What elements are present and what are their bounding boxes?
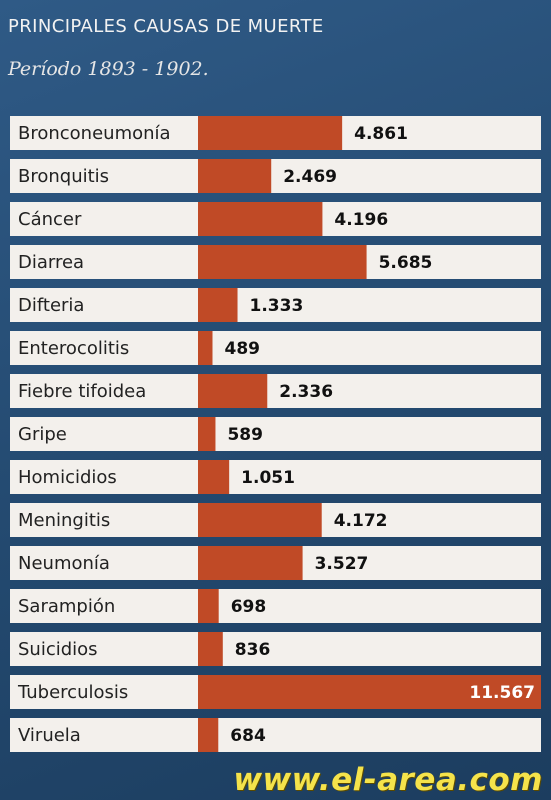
bar-chart: Bronconeumonía 4.861 Bronquitis 2.469 Cáncer… (10, 116, 541, 752)
category-label-bronconeumonia: Bronconeumonía (18, 123, 171, 144)
chart-title: PRINCIPALES CAUSAS DE MUERTE (8, 16, 324, 37)
row-background-sarampion (10, 589, 541, 623)
bar-diarrea (198, 245, 367, 279)
row-background-suicidios (10, 632, 541, 666)
value-label-bronquitis: 2.469 (283, 167, 337, 187)
bar-enterocolitis (198, 331, 213, 365)
row-background-bronquitis (10, 159, 541, 193)
category-label-viruela: Viruela (18, 725, 81, 746)
category-label-bronquitis: Bronquitis (18, 166, 109, 187)
value-label-bronconeumonia: 4.861 (354, 124, 408, 144)
bar-fiebre-tifoidea (198, 374, 268, 408)
row-background-fiebre-tifoidea (10, 374, 541, 408)
row-background-homicidios (10, 460, 541, 494)
value-label-neumonia: 3.527 (315, 554, 369, 574)
value-label-suicidios: 836 (235, 640, 270, 660)
category-label-diarrea: Diarrea (18, 252, 84, 273)
category-label-tuberculosis: Tuberculosis (17, 682, 128, 703)
category-label-difteria: Difteria (18, 295, 84, 316)
category-label-meningitis: Meningitis (18, 510, 110, 531)
bar-viruela (198, 718, 219, 752)
bar-sarampion (198, 589, 219, 623)
category-label-gripe: Gripe (18, 424, 67, 445)
value-label-sarampion: 698 (231, 597, 266, 617)
value-label-gripe: 589 (227, 425, 263, 445)
category-label-sarampion: Sarampión (18, 596, 115, 617)
bar-neumonia (198, 546, 303, 580)
value-label-diarrea: 5.685 (379, 253, 433, 273)
row-background-viruela (10, 718, 541, 752)
bar-cancer (198, 202, 323, 236)
category-label-cancer: Cáncer (18, 209, 82, 230)
bar-meningitis (198, 503, 322, 537)
value-label-meningitis: 4.172 (334, 511, 388, 531)
bar-difteria (198, 288, 238, 322)
row-background-difteria (10, 288, 541, 322)
row-background-gripe (10, 417, 541, 451)
value-label-viruela: 684 (230, 726, 266, 746)
bar-tuberculosis (198, 675, 541, 709)
category-label-neumonia: Neumonía (18, 553, 110, 574)
value-label-fiebre-tifoidea: 2.336 (279, 382, 333, 402)
bar-homicidios (198, 460, 230, 494)
value-label-difteria: 1.333 (250, 296, 304, 316)
category-label-fiebre-tifoidea: Fiebre tifoidea (18, 381, 146, 402)
value-label-enterocolitis: 489 (225, 339, 261, 359)
row-background-enterocolitis (10, 331, 541, 365)
value-label-homicidios: 1.051 (241, 468, 295, 488)
bar-bronconeumonia (198, 116, 343, 150)
value-label-tuberculosis: 11.567 (469, 683, 535, 703)
bar-bronquitis (198, 159, 272, 193)
watermark: www.el-area.com (233, 762, 543, 798)
category-label-suicidios: Suicidios (18, 639, 98, 660)
bar-suicidios (198, 632, 223, 666)
chart-subtitle: Período 1893 - 1902. (8, 58, 209, 80)
bar-gripe (198, 417, 216, 451)
category-label-homicidios: Homicidios (18, 467, 117, 488)
value-label-cancer: 4.196 (334, 210, 388, 230)
category-label-enterocolitis: Enterocolitis (18, 338, 129, 359)
